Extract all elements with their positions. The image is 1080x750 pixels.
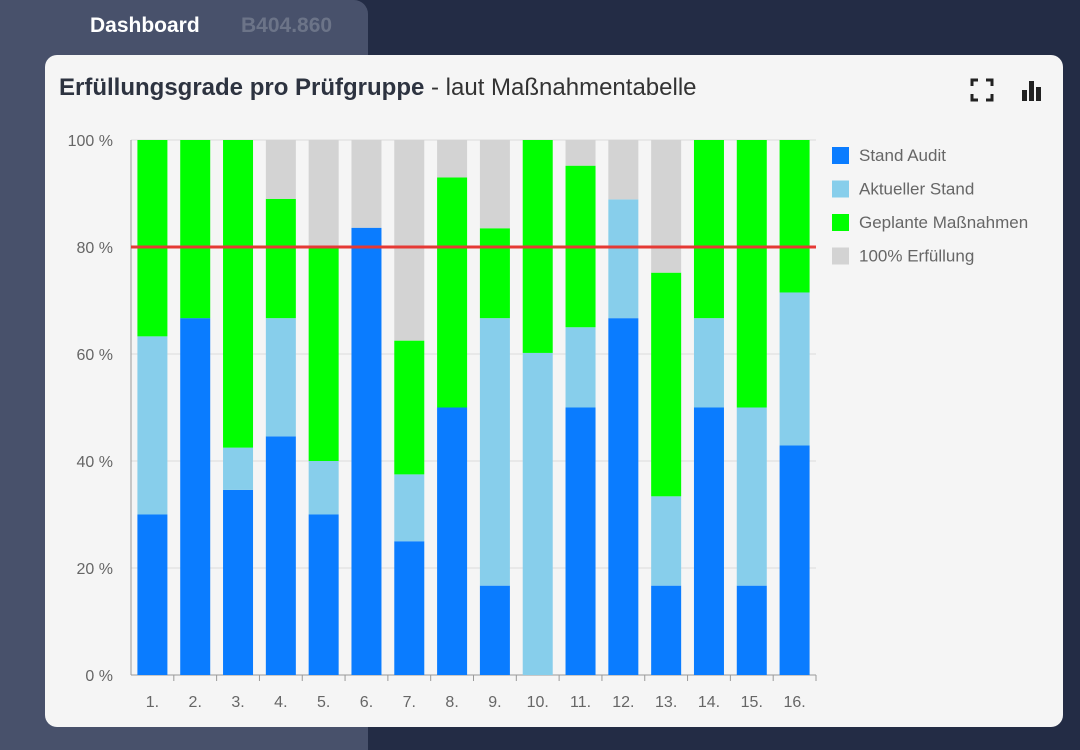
legend-swatch <box>832 147 849 164</box>
x-tick-label: 1. <box>146 694 159 711</box>
x-tick-label: 12. <box>612 694 634 711</box>
bar-segment-4-9[interactable] <box>479 140 510 229</box>
bar-segment-2-9[interactable] <box>479 318 510 586</box>
bar-segment-4-11[interactable] <box>565 140 596 166</box>
bar-segment-1-7[interactable] <box>394 541 425 675</box>
bar-segment-1-8[interactable] <box>437 407 468 676</box>
y-tick-label: 80 % <box>77 240 113 257</box>
chart-card: Erfüllungsgrade pro Prüfgruppe - laut Ma… <box>45 55 1063 727</box>
bar-segment-4-4[interactable] <box>265 140 296 199</box>
bar-segment-2-16[interactable] <box>779 292 810 446</box>
x-tick-label: 13. <box>655 694 677 711</box>
x-tick-label: 16. <box>783 694 805 711</box>
x-tick-label: 11. <box>570 694 591 711</box>
bar-segment-1-11[interactable] <box>565 407 596 676</box>
bar-segment-1-9[interactable] <box>479 585 510 675</box>
x-tick-label: 10. <box>527 694 549 711</box>
bar-segment-3-14[interactable] <box>693 140 724 319</box>
x-tick-label: 14. <box>698 694 720 711</box>
legend-item-label[interactable]: Aktueller Stand <box>859 180 974 199</box>
stacked-bar-chart: 0 % 20 % 40 % 60 % 80 % 100 % 1. 2. 3. 4. 5. 6. 7. 8.… <box>68 133 1029 711</box>
y-tick-label: 20 % <box>77 561 113 578</box>
bar-segment-2-10[interactable] <box>522 352 553 675</box>
y-tick-label: 0 % <box>85 668 113 685</box>
bar-segment-2-13[interactable] <box>651 496 682 586</box>
x-tick-label: 4. <box>274 694 287 711</box>
bar-segment-1-6[interactable] <box>351 227 382 676</box>
y-tick-label: 40 % <box>77 454 113 471</box>
fullscreen-icon[interactable] <box>969 77 995 103</box>
bar-segment-1-16[interactable] <box>779 445 810 675</box>
bar-segment-4-8[interactable] <box>437 140 468 178</box>
bar-segment-3-8[interactable] <box>437 177 468 408</box>
legend-item-label[interactable]: 100% Erfüllung <box>859 247 974 266</box>
card-title-main: Erfüllungsgrade pro Prüfgruppe <box>59 74 425 101</box>
bar-segment-1-1[interactable] <box>137 514 168 676</box>
bar-segment-4-7[interactable] <box>394 140 425 341</box>
x-tick-label: 7. <box>403 694 416 711</box>
bar-segment-2-11[interactable] <box>565 327 596 408</box>
bar-segment-4-6[interactable] <box>351 140 382 228</box>
bar-segment-1-2[interactable] <box>180 318 211 675</box>
bar-segment-3-5[interactable] <box>308 247 339 461</box>
bar-segment-2-15[interactable] <box>736 407 767 586</box>
tab-b404[interactable]: B404.860 <box>241 14 333 37</box>
legend-swatch <box>832 180 849 198</box>
bar-segment-4-13[interactable] <box>651 140 682 273</box>
bar-segment-4-12[interactable] <box>608 140 639 200</box>
y-tick-label: 100 % <box>68 133 113 150</box>
bar-segment-1-13[interactable] <box>651 585 682 675</box>
x-tick-label: 6. <box>360 694 373 711</box>
tab-dashboard[interactable]: Dashboard <box>90 14 200 37</box>
bar-segment-1-14[interactable] <box>693 407 724 676</box>
card-title: Erfüllungsgrade pro Prüfgruppe - laut Ma… <box>59 74 697 102</box>
legend-item-label[interactable]: Geplante Maßnahmen <box>859 213 1028 232</box>
bar-segment-2-3[interactable] <box>223 447 254 490</box>
x-tick-label: 8. <box>445 694 458 711</box>
bar-segment-1-4[interactable] <box>265 436 296 675</box>
bar-segment-1-5[interactable] <box>308 514 339 676</box>
bar-segment-3-13[interactable] <box>651 272 682 497</box>
bar-chart-icon[interactable] <box>1019 77 1045 103</box>
bar-segment-3-4[interactable] <box>265 198 296 319</box>
bar-segment-3-15[interactable] <box>736 140 767 408</box>
tab-bar: Dashboard B404.860 <box>0 0 368 55</box>
bar-segment-3-2[interactable] <box>180 140 211 319</box>
bar-segment-1-15[interactable] <box>736 585 767 675</box>
bar-segment-3-1[interactable] <box>137 140 168 337</box>
x-tick-label: 9. <box>488 694 501 711</box>
bar-segment-2-4[interactable] <box>265 318 296 437</box>
x-tick-label: 2. <box>189 694 202 711</box>
legend-swatch <box>832 214 849 231</box>
legend-swatch <box>832 247 849 265</box>
x-tick-label: 5. <box>317 694 330 711</box>
bar-segment-2-7[interactable] <box>394 474 425 542</box>
bar-segment-2-12[interactable] <box>608 199 639 319</box>
bar-segment-3-16[interactable] <box>779 140 810 293</box>
bar-segment-2-1[interactable] <box>137 336 168 515</box>
bar-segment-3-3[interactable] <box>223 140 254 448</box>
y-tick-label: 60 % <box>77 347 113 364</box>
x-tick-label: 3. <box>231 694 244 711</box>
bar-segment-2-14[interactable] <box>693 318 724 408</box>
card-title-sub: - laut Maßnahmentabelle <box>431 74 697 101</box>
legend-item-label[interactable]: Stand Audit <box>859 146 946 165</box>
bar-segment-3-7[interactable] <box>394 340 425 475</box>
bar-segment-3-9[interactable] <box>479 228 510 319</box>
x-tick-label: 15. <box>741 694 763 711</box>
bar-segment-1-12[interactable] <box>608 318 639 675</box>
bar-segment-4-5[interactable] <box>308 140 339 247</box>
bar-segment-1-3[interactable] <box>223 489 254 675</box>
bar-segment-2-5[interactable] <box>308 461 339 515</box>
